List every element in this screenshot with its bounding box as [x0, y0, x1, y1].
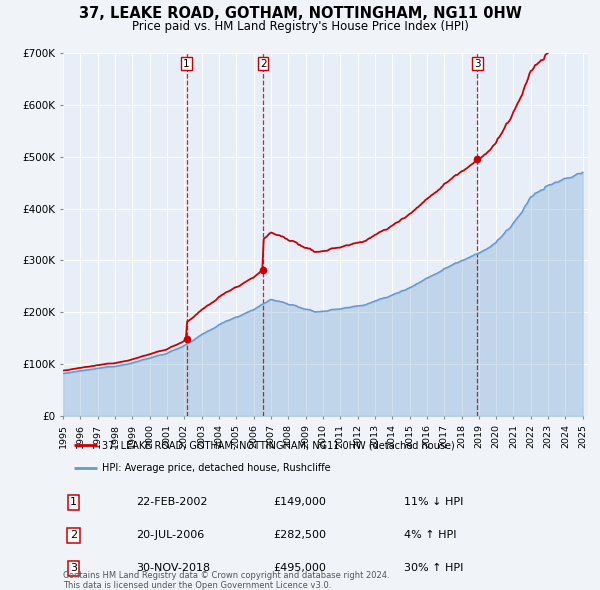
Text: £149,000: £149,000: [273, 497, 326, 507]
Text: 37, LEAKE ROAD, GOTHAM, NOTTINGHAM, NG11 0HW: 37, LEAKE ROAD, GOTHAM, NOTTINGHAM, NG11…: [79, 6, 521, 21]
Text: 37, LEAKE ROAD, GOTHAM, NOTTINGHAM, NG11 0HW (detached house): 37, LEAKE ROAD, GOTHAM, NOTTINGHAM, NG11…: [103, 440, 455, 450]
Text: 4% ↑ HPI: 4% ↑ HPI: [404, 530, 457, 540]
Text: Price paid vs. HM Land Registry's House Price Index (HPI): Price paid vs. HM Land Registry's House …: [131, 20, 469, 33]
Text: £495,000: £495,000: [273, 563, 326, 573]
Text: 30% ↑ HPI: 30% ↑ HPI: [404, 563, 464, 573]
Text: 11% ↓ HPI: 11% ↓ HPI: [404, 497, 464, 507]
Text: 2: 2: [260, 58, 266, 68]
Text: 1: 1: [183, 58, 190, 68]
Text: 22-FEB-2002: 22-FEB-2002: [137, 497, 208, 507]
Text: Contains HM Land Registry data © Crown copyright and database right 2024.
This d: Contains HM Land Registry data © Crown c…: [63, 571, 389, 590]
Text: 30-NOV-2018: 30-NOV-2018: [137, 563, 211, 573]
Text: 3: 3: [474, 58, 481, 68]
Text: 3: 3: [70, 563, 77, 573]
Text: HPI: Average price, detached house, Rushcliffe: HPI: Average price, detached house, Rush…: [103, 463, 331, 473]
Text: 2: 2: [70, 530, 77, 540]
Text: 1: 1: [70, 497, 77, 507]
Text: £282,500: £282,500: [273, 530, 326, 540]
Text: 20-JUL-2006: 20-JUL-2006: [137, 530, 205, 540]
